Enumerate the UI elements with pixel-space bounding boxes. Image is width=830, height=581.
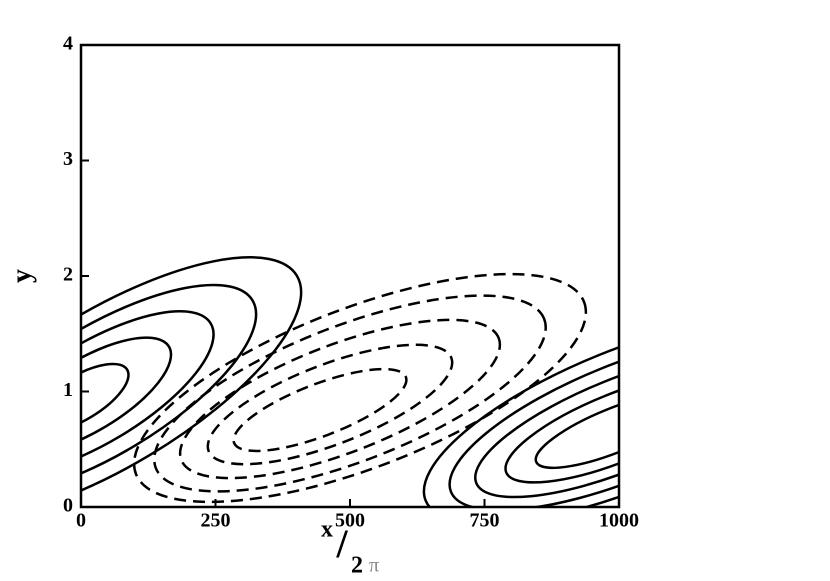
contour-line [81, 310, 215, 476]
y-tick-label: 3 [63, 148, 73, 170]
x-tick-label: 750 [470, 510, 500, 532]
x-tick-label: 250 [201, 510, 231, 532]
contour-line [81, 362, 130, 434]
y-tick-label: 0 [63, 495, 73, 517]
contour-line [178, 318, 502, 480]
contour-line [81, 336, 173, 455]
contour-line [474, 351, 619, 499]
contour-line [132, 272, 588, 504]
contour-group [81, 256, 619, 507]
x-axis-label-denominator: 2 [351, 553, 363, 579]
x-tick-label: 500 [335, 510, 365, 532]
y-tick-label: 4 [63, 33, 73, 55]
y-tick-label: 1 [63, 379, 73, 401]
contour-line [81, 283, 258, 498]
x-axis-label: x [321, 517, 333, 543]
contour-line [448, 333, 619, 507]
x-tick-label: 0 [76, 510, 86, 532]
contour-line [206, 343, 454, 466]
contour-line [232, 367, 408, 453]
x-axis-label-slash: / [335, 521, 348, 566]
x-tick-label: 1000 [599, 510, 639, 532]
y-tick-label: 2 [63, 264, 73, 286]
contour-line [153, 294, 547, 493]
contour-line [504, 371, 619, 484]
x-axis-label-pi: π [369, 555, 379, 577]
contour-line [534, 390, 619, 470]
contour-line [81, 256, 303, 507]
contour-line [422, 315, 619, 507]
y-axis-label: y [6, 269, 37, 283]
